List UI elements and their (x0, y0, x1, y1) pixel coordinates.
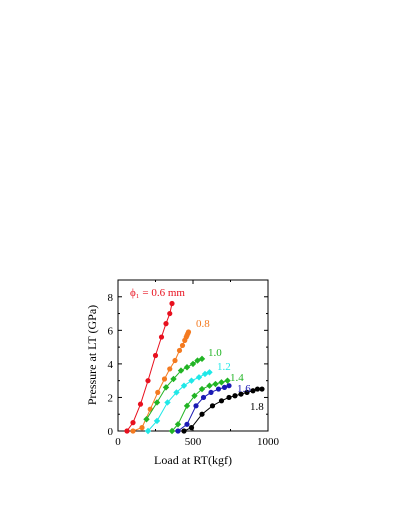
series-line (132, 331, 189, 432)
data-point (176, 347, 183, 354)
series-2 (143, 355, 206, 423)
data-point (185, 329, 192, 335)
data-point (259, 386, 265, 392)
data-point (168, 427, 176, 435)
data-point (175, 428, 181, 434)
series-0 (124, 300, 175, 434)
data-point (188, 425, 195, 431)
data-point (250, 388, 256, 394)
axis-ticks: 0 500 1000 0 2 4 6 8 (108, 280, 280, 448)
data-point (161, 376, 168, 382)
data-point (153, 399, 161, 406)
data-point (153, 417, 161, 425)
series-labels: ϕ₁ = 0.6 mm 0.8 1.0 1.21.41.6 1.8 (130, 287, 264, 413)
data-point (218, 379, 225, 386)
data-point (215, 386, 222, 392)
data-point (193, 403, 199, 409)
series-3 (144, 369, 213, 435)
data-point (139, 425, 145, 431)
data-point (209, 403, 216, 409)
data-point (198, 385, 206, 393)
data-point (199, 411, 205, 417)
series-layer (124, 300, 265, 435)
data-point (164, 399, 171, 406)
data-point (183, 364, 191, 371)
data-point (198, 355, 206, 363)
data-point (167, 366, 173, 372)
data-point (170, 375, 177, 383)
series-6 (181, 386, 265, 434)
data-point (218, 398, 225, 404)
data-point (167, 310, 173, 317)
data-point (244, 389, 250, 396)
data-point (206, 382, 213, 389)
data-point (201, 370, 209, 378)
x-tick-label: 500 (185, 436, 202, 448)
data-point (224, 377, 231, 384)
y-axis-label: Pressure at LT (GPa) (85, 305, 99, 405)
data-point (177, 367, 185, 374)
data-point (189, 360, 197, 368)
x-tick-label: 0 (115, 436, 121, 448)
data-point (145, 378, 151, 384)
y-tick-label: 2 (108, 392, 114, 404)
data-point (179, 342, 186, 349)
data-point (130, 428, 136, 434)
data-point (169, 300, 175, 307)
data-point (184, 421, 190, 427)
data-point (162, 384, 170, 391)
series-1 (130, 329, 192, 434)
data-point (173, 389, 180, 396)
y-tick-label: 6 (108, 325, 114, 337)
data-point (183, 402, 191, 410)
data-point (130, 420, 136, 426)
y-tick-label: 8 (108, 292, 114, 304)
data-point (152, 352, 159, 359)
data-point (172, 357, 178, 364)
series-5 (175, 383, 232, 434)
data-point (206, 369, 213, 376)
series-label-0: ϕ₁ = 0.6 mm (130, 287, 185, 299)
data-point (221, 384, 228, 390)
data-point (226, 383, 232, 389)
x-tick-label: 1000 (257, 436, 280, 448)
data-point (158, 334, 165, 340)
data-point (144, 427, 152, 435)
series-label-5: 1.6 (237, 383, 251, 395)
series-label-3: 1.2 (217, 361, 231, 373)
data-point (254, 386, 261, 392)
series-label-2: 1.0 (208, 347, 222, 359)
data-point (232, 393, 238, 399)
data-point (195, 374, 203, 381)
data-point (163, 321, 169, 327)
data-point (188, 377, 195, 384)
data-point (238, 391, 244, 397)
y-tick-label: 4 (108, 359, 114, 371)
series-label-1: 0.8 (196, 318, 210, 330)
data-point (200, 394, 207, 401)
series-4 (168, 377, 231, 435)
data-point (155, 389, 161, 396)
plot-frame (117, 279, 269, 432)
x-axis-label: Load at RT(kgf) (154, 453, 232, 467)
data-point (174, 421, 182, 428)
data-point (226, 394, 232, 401)
data-point (181, 428, 187, 434)
data-point (208, 389, 214, 396)
y-tick-label: 0 (108, 426, 114, 438)
data-point (124, 428, 130, 434)
data-point (137, 401, 144, 407)
data-point (191, 392, 198, 399)
data-point (180, 382, 188, 389)
data-point (143, 416, 150, 423)
series-label-4: 1.4 (230, 372, 244, 384)
series-label-6: 1.8 (250, 401, 264, 413)
data-point (212, 380, 219, 388)
